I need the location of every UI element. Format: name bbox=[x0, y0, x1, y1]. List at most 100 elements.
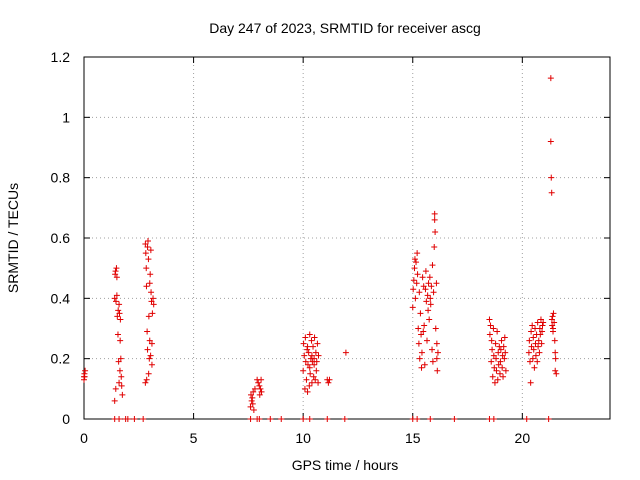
data-point bbox=[314, 340, 321, 347]
data-point bbox=[534, 358, 541, 365]
data-point bbox=[310, 343, 317, 350]
data-point bbox=[150, 301, 157, 308]
data-point bbox=[258, 376, 265, 383]
data-point bbox=[451, 416, 458, 422]
data-point bbox=[311, 361, 318, 368]
data-point bbox=[145, 256, 152, 263]
data-point bbox=[415, 325, 422, 332]
data-point bbox=[416, 355, 423, 362]
data-point bbox=[248, 391, 255, 398]
data-point bbox=[300, 416, 307, 422]
data-point bbox=[413, 259, 420, 266]
data-point bbox=[148, 340, 155, 347]
plot-frame bbox=[83, 56, 611, 420]
data-point bbox=[145, 313, 152, 320]
data-point bbox=[493, 367, 500, 374]
data-point bbox=[495, 361, 502, 368]
data-point bbox=[552, 355, 559, 362]
data-point bbox=[303, 376, 310, 383]
data-point bbox=[147, 271, 154, 278]
data-point bbox=[535, 343, 542, 350]
data-point bbox=[431, 244, 438, 251]
data-point bbox=[547, 138, 554, 145]
data-point bbox=[497, 358, 504, 365]
data-point bbox=[414, 250, 421, 257]
data-point bbox=[111, 397, 118, 404]
data-point bbox=[430, 289, 437, 296]
data-point bbox=[490, 352, 497, 359]
data-point bbox=[149, 310, 156, 317]
data-point bbox=[142, 241, 149, 248]
data-point bbox=[308, 337, 315, 344]
y-tick-label: 1 bbox=[62, 109, 70, 125]
data-point bbox=[427, 301, 434, 308]
data-point bbox=[552, 367, 559, 374]
data-point bbox=[341, 416, 348, 422]
data-point bbox=[119, 391, 126, 398]
data-point bbox=[502, 349, 509, 356]
data-point bbox=[489, 373, 496, 380]
data-point bbox=[418, 364, 425, 371]
y-axis-label: SRMTID / TECUs bbox=[5, 183, 21, 293]
data-point bbox=[530, 346, 537, 353]
data-point bbox=[429, 358, 436, 365]
x-tick-label: 20 bbox=[515, 430, 531, 446]
data-point bbox=[488, 358, 495, 365]
data-point bbox=[427, 416, 434, 422]
data-point bbox=[425, 280, 432, 287]
data-point bbox=[143, 376, 150, 383]
data-point bbox=[492, 340, 499, 347]
x-tick-label: 0 bbox=[80, 430, 88, 446]
data-point bbox=[414, 416, 421, 422]
data-point bbox=[250, 406, 257, 413]
data-point bbox=[501, 355, 508, 362]
data-point bbox=[433, 355, 440, 362]
data-point bbox=[536, 349, 543, 356]
data-point bbox=[300, 367, 307, 374]
data-point bbox=[416, 289, 423, 296]
data-point bbox=[547, 75, 554, 82]
data-point bbox=[144, 238, 151, 245]
data-point bbox=[117, 316, 124, 323]
data-point bbox=[308, 352, 315, 359]
data-point bbox=[249, 394, 256, 401]
data-point bbox=[113, 292, 120, 299]
data-point bbox=[434, 367, 441, 374]
data-point bbox=[410, 277, 417, 284]
data-point bbox=[537, 316, 544, 323]
data-point bbox=[539, 328, 546, 335]
data-point bbox=[548, 316, 555, 323]
data-point bbox=[550, 310, 557, 317]
data-point bbox=[144, 328, 151, 335]
data-point bbox=[257, 385, 264, 392]
data-point bbox=[144, 346, 151, 353]
data-point bbox=[142, 379, 149, 386]
data-point bbox=[313, 367, 320, 374]
data-point bbox=[118, 373, 125, 380]
data-point bbox=[486, 316, 493, 323]
data-point bbox=[525, 349, 532, 356]
data-point bbox=[429, 346, 436, 353]
axis-ticks: 0 0.2 0.4 0.6 0.8 1 1.2 0 5 10 15 20 bbox=[51, 49, 610, 446]
data-point bbox=[82, 367, 89, 374]
data-point bbox=[146, 280, 153, 287]
data-point bbox=[500, 343, 507, 350]
data-point bbox=[493, 355, 500, 362]
data-point bbox=[147, 247, 154, 254]
data-point bbox=[315, 379, 322, 386]
data-point bbox=[306, 331, 313, 338]
data-point bbox=[148, 361, 155, 368]
data-point bbox=[247, 403, 254, 410]
data-point bbox=[528, 328, 535, 335]
data-point bbox=[409, 304, 416, 311]
y-tick-label: 0.6 bbox=[51, 230, 71, 246]
data-point bbox=[497, 346, 504, 353]
data-point bbox=[491, 379, 498, 386]
data-point bbox=[324, 416, 331, 422]
data-point bbox=[545, 416, 552, 422]
data-point bbox=[489, 346, 496, 353]
data-point bbox=[487, 322, 494, 329]
data-point bbox=[490, 325, 497, 332]
data-point bbox=[147, 352, 154, 359]
data-point bbox=[306, 382, 313, 389]
